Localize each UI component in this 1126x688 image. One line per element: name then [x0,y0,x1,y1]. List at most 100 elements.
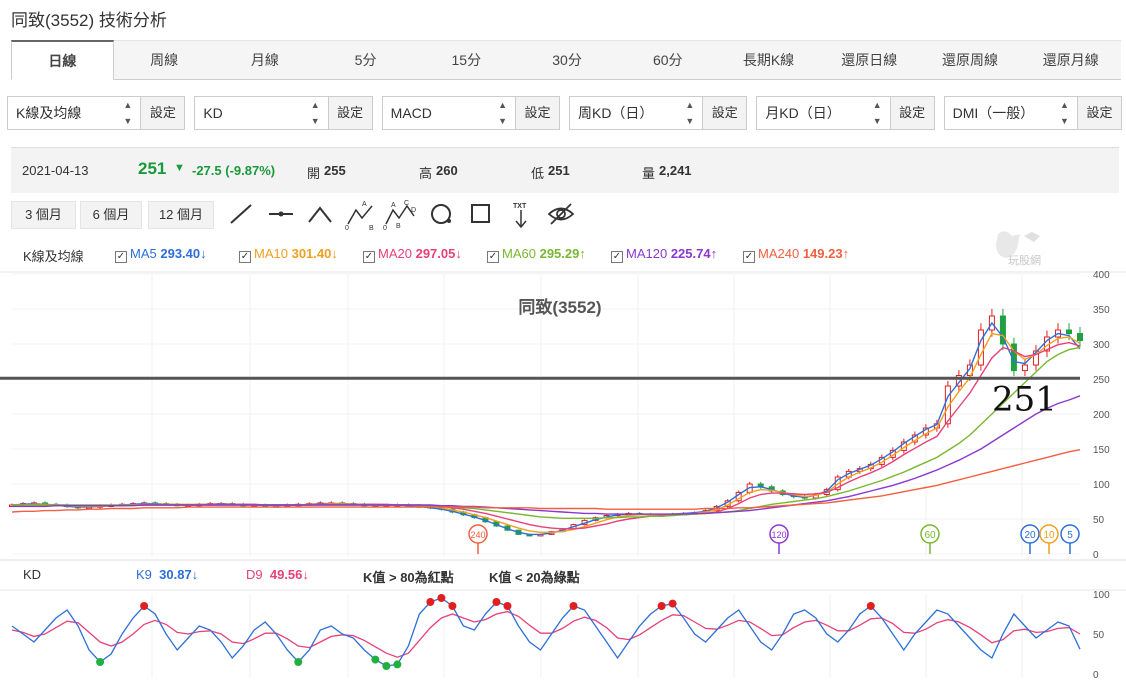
indicator-control-3: MACD ▲ ▼ 設定 [381,96,560,130]
ma-marker-circle [920,524,940,544]
candle-body [955,375,962,387]
kd-y-tick-label: 50 [1093,630,1105,641]
tab-weekly[interactable]: 周線 [113,40,215,79]
checkbox-icon: ✓ [611,251,623,263]
main-y-tick-label: 0 [1093,550,1099,561]
candle-body [1021,364,1028,372]
kd-overbought-dot [569,602,578,610]
indicator-select-1[interactable]: K線及均線 ▲ ▼ [8,97,141,129]
candle-body [944,385,951,425]
svg-text:0: 0 [383,225,387,230]
rectangle-tool-icon[interactable] [468,200,494,228]
kd-y-tick-label: 100 [1093,590,1110,601]
svg-text:TXT: TXT [513,203,527,210]
kd-oversold-dot [382,662,391,670]
kd-overbought-dot [866,602,875,610]
candle-body [1065,329,1072,334]
quote-date: 2021-04-13 [22,163,89,178]
quote-bar: 2021-04-13 251 ▼ -27.5 (-9.87%) 開 255 高 … [11,147,1119,193]
range-6m-button[interactable]: 6 個月 [80,201,142,229]
indicator-select-4[interactable]: 周KD（日） ▲ ▼ [569,97,703,129]
kd-note-red: K值 > 80為紅點 [363,570,454,585]
tab-adjusted-daily[interactable]: 還原日線 [818,40,920,79]
ma-marker-label: 120 [771,530,786,540]
ma-marker-label: 60 [924,530,936,541]
chart-title: 同致(3552) [518,297,601,317]
main-y-tick-label: 400 [1093,270,1110,281]
checkbox-icon: ✓ [239,251,251,263]
ma20-line [12,341,1081,530]
quote-high-label: 高 [419,166,433,181]
select-arrows-icon: ▲ ▼ [1060,100,1069,126]
settings-button-2[interactable]: 設定 [327,97,372,129]
abc-pattern-tool-icon[interactable]: 0 A B [344,200,376,230]
tab-60min[interactable]: 60分 [617,40,719,79]
tab-adjusted-monthly[interactable]: 還原月線 [1020,40,1122,79]
kd-overbought-dot [668,599,677,608]
ma10-legend[interactable]: ✓ MA10 301.40↓ [239,246,338,263]
ma-legend: K線及均線 ✓ MA5 293.40↓ ✓ MA10 301.40↓ ✓ MA20 2… [23,246,923,264]
kd-note-green: K值 < 20為綠點 [489,570,580,585]
kd-overbought-dot [492,598,501,606]
tab-15min[interactable]: 15分 [415,40,517,79]
ma5-legend[interactable]: ✓ MA5 293.40↓ [115,246,207,263]
tab-monthly[interactable]: 月線 [214,40,316,79]
ma20-legend[interactable]: ✓ MA20 297.05↓ [363,246,462,263]
svg-text:B: B [369,225,374,230]
ma120-value: 225.74↑ [670,246,718,261]
tab-long-term[interactable]: 長期K線 [718,40,819,79]
tab-5min[interactable]: 5分 [315,40,416,79]
ma-marker-label: 20 [1024,530,1036,541]
kd-overbought-dot [140,602,149,610]
main-y-tick-label: 300 [1093,340,1110,351]
indicator-select-3[interactable]: MACD ▲ ▼ [382,97,515,129]
kd-oversold-dot [96,658,105,666]
indicator-controls: K線及均線 ▲ ▼ 設定 KD ▲ ▼ 設定 MACD ▲ ▼ 設定 周KD（日） ▲ ▼ 設定… [7,96,1122,130]
text-tool-icon[interactable]: TXT [508,200,534,230]
main-y-tick-label: 50 [1093,515,1105,526]
horizontal-line-tool-icon[interactable] [266,200,296,228]
ma-marker-label: 5 [1067,530,1073,541]
ma-legend-label: K線及均線 [23,249,84,264]
ma120-legend[interactable]: ✓ MA120 225.74↑ [611,246,717,263]
indicator-control-5: 月KD（日） ▲ ▼ 設定 [756,96,935,130]
ma240-name: MA240 [758,246,800,261]
hide-drawings-icon[interactable] [546,200,576,228]
k9-line [11,597,1081,667]
range-12m-button[interactable]: 12 個月 [148,201,214,229]
kd-overbought-dot [426,598,435,606]
kd-oversold-dot [393,660,402,669]
tab-adjusted-weekly[interactable]: 還原周線 [919,40,1021,79]
indicator-select-2[interactable]: KD ▲ ▼ [195,97,328,129]
ma240-line [11,449,1081,513]
checkbox-icon: ✓ [363,251,375,263]
range-3m-button[interactable]: 3 個月 [11,201,76,229]
ma-marker-circle [1039,524,1059,544]
select-arrows-icon: ▲ ▼ [498,100,507,126]
indicator-select-6[interactable]: DMI（一般） ▲ ▼ [944,97,1077,129]
quote-low-label: 低 [531,166,545,181]
settings-button-1[interactable]: 設定 [140,97,185,129]
candle-body [1032,350,1039,366]
tab-30min[interactable]: 30分 [516,40,618,79]
settings-button-3[interactable]: 設定 [514,97,559,129]
indicator-select-5[interactable]: 月KD（日） ▲ ▼ [757,97,890,129]
ma60-legend[interactable]: ✓ MA60 295.29↑ [487,246,586,263]
select-arrows-icon: ▲ ▼ [310,100,320,126]
abcd-pattern-tool-icon[interactable]: A CD B 0 [383,200,417,230]
ma120-line [12,395,1081,515]
settings-button-5[interactable]: 設定 [889,97,934,129]
tab-daily[interactable]: 日線 [11,40,114,80]
select-arrows-icon: ▲ ▼ [685,100,695,126]
ma10-value: 301.40↓ [291,246,338,261]
circle-tool-icon[interactable] [428,200,454,228]
angle-tool-icon[interactable] [306,200,334,228]
ma20-name: MA20 [378,246,412,261]
settings-button-4[interactable]: 設定 [702,97,747,129]
ma240-legend[interactable]: ✓ MA240 149.23↑ [743,246,849,263]
line-tool-icon[interactable] [228,200,254,228]
down-arrow-icon: ▼ [174,162,185,174]
settings-button-6[interactable]: 設定 [1076,97,1121,129]
kd-overbought-dot [657,602,666,610]
